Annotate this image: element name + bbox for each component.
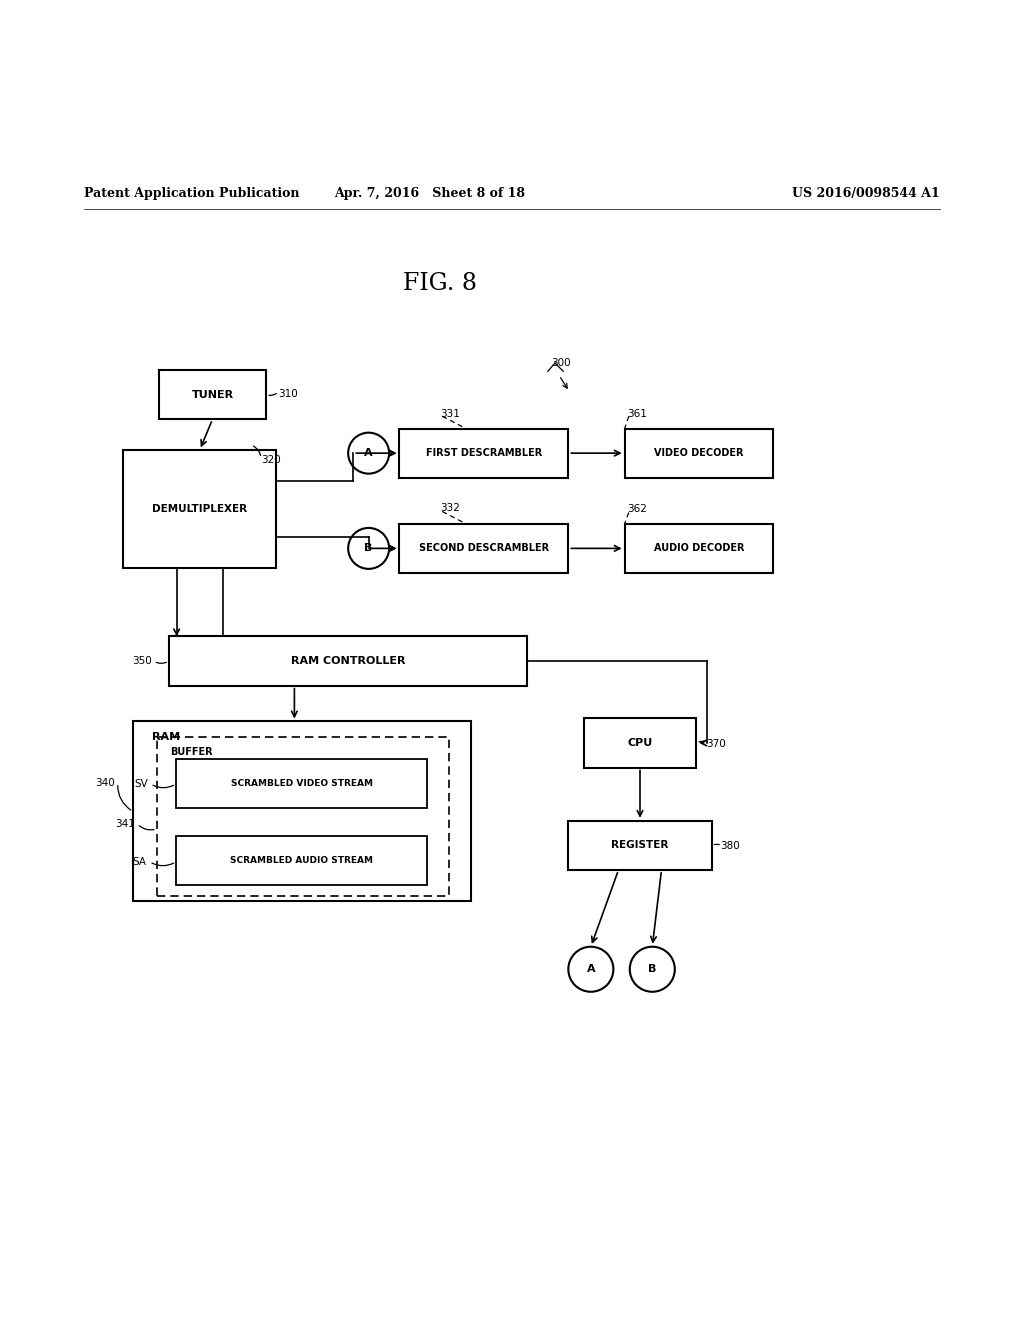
Text: SECOND DESCRAMBLER: SECOND DESCRAMBLER [419,544,549,553]
Text: FIRST DESCRAMBLER: FIRST DESCRAMBLER [426,449,542,458]
Text: A: A [365,449,373,458]
Text: FIG. 8: FIG. 8 [403,272,477,294]
Text: Patent Application Publication: Patent Application Publication [84,186,299,199]
Text: TUNER: TUNER [191,389,233,400]
Text: US 2016/0098544 A1: US 2016/0098544 A1 [793,186,940,199]
Text: 320: 320 [261,455,281,466]
Text: 380: 380 [720,841,739,851]
FancyBboxPatch shape [176,759,427,808]
FancyBboxPatch shape [157,737,449,895]
FancyBboxPatch shape [123,450,276,568]
Text: RAM CONTROLLER: RAM CONTROLLER [291,656,406,667]
Text: 310: 310 [279,389,298,399]
FancyBboxPatch shape [176,836,427,886]
Text: 331: 331 [440,409,460,420]
Text: 332: 332 [440,503,460,513]
Text: CPU: CPU [628,738,652,748]
FancyBboxPatch shape [399,524,568,573]
Text: RAM: RAM [152,731,179,742]
Text: SCRAMBLED VIDEO STREAM: SCRAMBLED VIDEO STREAM [230,779,373,788]
FancyBboxPatch shape [625,524,773,573]
Text: REGISTER: REGISTER [611,841,669,850]
Text: B: B [365,544,373,553]
Text: 300: 300 [551,358,571,368]
FancyBboxPatch shape [133,722,471,900]
FancyBboxPatch shape [584,718,696,767]
Text: DEMULTIPLEXER: DEMULTIPLEXER [153,504,247,513]
FancyBboxPatch shape [399,429,568,478]
Text: 361: 361 [627,409,646,420]
FancyBboxPatch shape [159,370,266,420]
FancyBboxPatch shape [169,636,527,685]
Text: AUDIO DECODER: AUDIO DECODER [653,544,744,553]
Text: B: B [648,964,656,974]
FancyBboxPatch shape [568,821,712,870]
Text: A: A [587,964,595,974]
Text: 341: 341 [116,818,135,829]
Text: 370: 370 [707,739,726,748]
Text: SA: SA [132,857,146,867]
Text: SCRAMBLED AUDIO STREAM: SCRAMBLED AUDIO STREAM [230,857,373,865]
Text: 350: 350 [132,656,152,667]
Text: 340: 340 [95,777,115,788]
Text: 362: 362 [627,504,646,515]
Text: VIDEO DECODER: VIDEO DECODER [654,449,743,458]
Text: SV: SV [135,779,148,789]
Text: BUFFER: BUFFER [170,747,213,758]
FancyBboxPatch shape [625,429,773,478]
Text: Apr. 7, 2016   Sheet 8 of 18: Apr. 7, 2016 Sheet 8 of 18 [335,186,525,199]
